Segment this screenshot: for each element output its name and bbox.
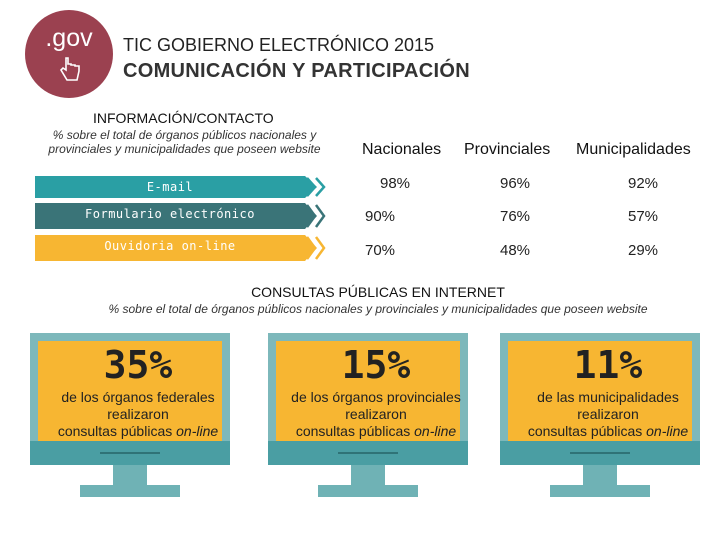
stat-value: 11% (573, 343, 643, 387)
monitor-neck (351, 465, 385, 485)
monitor-base (550, 485, 650, 497)
pointer-hand-icon (59, 57, 80, 81)
monitor-screen: 35% de los órganos federales realizaron … (30, 333, 230, 441)
band-label: Formulario electrónico (85, 207, 255, 221)
stat-value: 35% (103, 343, 173, 387)
monitor-municipalidades: 11% de las municipalidades realizaron co… (500, 333, 700, 503)
monitor-bezel (268, 441, 468, 465)
column-header-provinciales: Provinciales (464, 141, 551, 158)
value-ouvidoria-municipalidades: 29% (627, 242, 659, 259)
info-heading: INFORMACIÓN/CONTACTO (93, 110, 274, 126)
band-label: Ouvidoria on-line (104, 239, 236, 253)
value-formulario-nacionales: 90% (364, 208, 396, 225)
stat-value: 15% (341, 343, 411, 387)
monitor-federales: 35% de los órganos federales realizaron … (30, 333, 230, 503)
column-header-nacionales: Nacionales (362, 141, 442, 158)
band-email: E-mail (35, 176, 317, 198)
value-formulario-provinciales: 76% (499, 208, 531, 225)
value-email-nacionales: 98% (379, 175, 411, 192)
consultas-subtitle: % sobre el total de órganos públicos nac… (108, 302, 648, 316)
value-ouvidoria-nacionales: 70% (364, 242, 396, 259)
monitor-bezel (500, 441, 700, 465)
stat-description: de los órganos provinciales realizaron c… (291, 389, 461, 439)
value-ouvidoria-provinciales: 48% (499, 242, 531, 259)
monitor-neck (113, 465, 147, 485)
band-formulario: Formulario electrónico (35, 203, 317, 229)
monitor-screen: 15% de los órganos provinciales realizar… (268, 333, 468, 441)
logo-text: .gov (45, 24, 93, 52)
stat-description: de los órganos federales realizaron cons… (57, 389, 219, 439)
consultas-heading: CONSULTAS PÚBLICAS EN INTERNET (251, 284, 505, 300)
value-email-provinciales: 96% (499, 175, 531, 192)
chevron-right-icon (306, 177, 326, 197)
chevron-right-icon (305, 204, 326, 228)
band-label: E-mail (146, 180, 194, 194)
monitor-base (318, 485, 418, 497)
monitor-screen: 11% de las municipalidades realizaron co… (500, 333, 700, 441)
stat-description: de las municipalidades realizaron consul… (527, 389, 689, 439)
gov-logo: .gov (25, 10, 113, 98)
monitor-bezel (30, 441, 230, 465)
monitor-provinciales: 15% de los órganos provinciales realizar… (268, 333, 468, 503)
page-title: COMUNICACIÓN Y PARTICIPACIÓN (123, 60, 470, 82)
value-formulario-municipalidades: 57% (627, 208, 659, 225)
supertitle: TIC GOBIERNO ELECTRÓNICO 2015 (123, 35, 435, 55)
band-ouvidoria: Ouvidoria on-line (35, 235, 317, 261)
monitor-base (80, 485, 180, 497)
value-email-municipalidades: 92% (627, 175, 659, 192)
monitor-neck (583, 465, 617, 485)
chevron-right-icon (305, 236, 326, 260)
info-subtitle: % sobre el total de órganos públicos nac… (48, 128, 321, 156)
column-header-municipalidades: Municipalidades (576, 141, 691, 158)
